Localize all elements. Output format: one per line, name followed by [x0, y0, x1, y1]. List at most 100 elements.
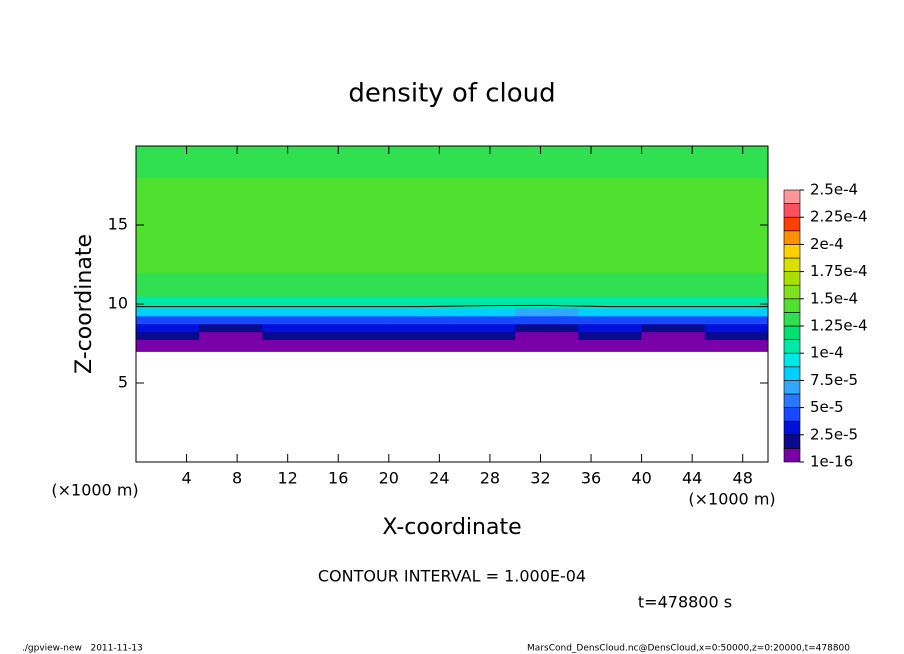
field-cell: [452, 323, 516, 333]
field-cell: [515, 146, 579, 179]
field-cell: [515, 177, 579, 210]
field-cell: [452, 177, 516, 210]
x-tick-label: 36: [581, 469, 601, 488]
colorbar-label: 1.5e-4: [810, 289, 858, 307]
contour-interval: CONTOUR INTERVAL = 1.000E-04: [318, 567, 586, 586]
colorbar-label: 2.5e-5: [810, 425, 858, 443]
colorbar-box: [783, 257, 801, 272]
field-cell: [388, 272, 453, 297]
field-cell: [578, 272, 643, 297]
field-cell: [262, 331, 327, 341]
colorbar-box: [783, 339, 801, 354]
field-cell: [641, 240, 706, 273]
y-tick-label: 15: [108, 215, 128, 234]
field-cell: [578, 146, 643, 179]
footer-right: MarsCond_DensCloud.nc@DensCloud,x=0:5000…: [527, 644, 850, 654]
colorbar-box: [783, 312, 801, 327]
field-cell: [388, 315, 453, 325]
field-cell: [704, 331, 769, 341]
colorbar-label: 1.75e-4: [810, 262, 868, 280]
field-cell: [704, 209, 769, 242]
field-cell: [515, 296, 579, 309]
field-cell: [325, 209, 390, 242]
field-cell: [578, 307, 643, 317]
y-tick-label: 5: [118, 373, 128, 392]
field-cell: [388, 323, 453, 333]
colorbar-box: [783, 393, 801, 408]
field-cell: [136, 296, 200, 309]
x-axis-label: X-coordinate: [382, 515, 521, 540]
field-cell: [578, 296, 643, 309]
field-cell: [199, 323, 263, 333]
colorbar-box: [783, 271, 801, 286]
field-cell: [325, 296, 390, 309]
x-unit: (×1000 m): [688, 490, 775, 509]
field-cell: [452, 315, 516, 325]
x-tick-label: 28: [480, 469, 500, 488]
x-tick-label: 4: [181, 469, 191, 488]
contour-line: [136, 304, 768, 308]
field-cell: [136, 177, 200, 210]
field-cell: [641, 177, 706, 210]
colorbar-box: [783, 203, 801, 218]
field-cell: [262, 307, 327, 317]
colorbar-box: [783, 420, 801, 436]
field-cell: [199, 240, 263, 273]
field-cell: [515, 315, 579, 325]
x-tick-label: 40: [631, 469, 651, 488]
field-cell: [704, 240, 769, 273]
colorbar-label: 1e-4: [810, 344, 844, 362]
colorbar-box: [783, 244, 801, 259]
field-cell: [388, 146, 453, 179]
colorbar-box: [783, 284, 801, 300]
field-cell: [641, 323, 706, 333]
x-tick-label: 24: [429, 469, 449, 488]
field-cell: [262, 209, 327, 242]
colorbar-label: 1.25e-4: [810, 317, 868, 335]
colorbar-label: 5e-5: [810, 398, 844, 416]
field-cell: [325, 323, 390, 333]
field-cell: [452, 272, 516, 297]
colorbar-box: [783, 230, 801, 245]
field-cell: [325, 177, 390, 210]
field-cell: [325, 272, 390, 297]
field-cell: [325, 240, 390, 273]
field-cell: [388, 209, 453, 242]
field-cell: [199, 296, 263, 309]
field-cell: [325, 315, 390, 325]
field-cell: [452, 296, 516, 309]
colorbar-box: [783, 380, 801, 395]
field-cell: [136, 146, 200, 179]
x-tick-label: 48: [733, 469, 753, 488]
field-cell: [136, 315, 200, 325]
field-cell: [641, 315, 706, 325]
x-tick-label: 8: [232, 469, 242, 488]
field-cell: [578, 323, 643, 333]
field-cell: [704, 315, 769, 325]
field-cell: [388, 307, 453, 317]
colorbar-label: 7.5e-5: [810, 371, 858, 389]
time-label: t=478800 s: [638, 593, 732, 612]
x-tick-label: 16: [328, 469, 348, 488]
field-cell: [704, 272, 769, 297]
colorbar-label: 2.25e-4: [810, 208, 868, 226]
colorbar-box: [783, 298, 801, 313]
field-cell: [641, 339, 706, 352]
field-cell: [325, 146, 390, 179]
field-cell: [704, 177, 769, 210]
field-cell: [136, 272, 200, 297]
colorbar-box: [783, 448, 801, 463]
x-tick-label: 44: [682, 469, 702, 488]
colorbar-label: 2e-4: [810, 235, 844, 253]
field-cell: [452, 146, 516, 179]
field-cell: [452, 339, 516, 352]
field-cell: [388, 240, 453, 273]
field-cell: [199, 331, 263, 341]
field-cell: [515, 272, 579, 297]
field-cell: [388, 177, 453, 210]
field-cell: [641, 296, 706, 309]
field-cell: [262, 240, 327, 273]
field-cell: [452, 331, 516, 341]
